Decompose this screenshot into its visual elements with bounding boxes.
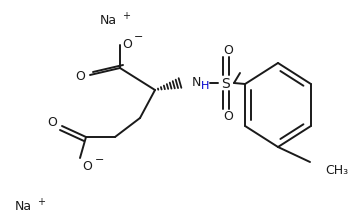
Text: +: + [122, 11, 130, 21]
Text: N: N [192, 76, 201, 90]
Text: Na: Na [100, 14, 117, 27]
Text: −: − [95, 155, 104, 165]
Text: +: + [37, 197, 45, 207]
Text: O: O [75, 71, 85, 83]
Text: O: O [122, 39, 132, 51]
Text: O: O [47, 117, 57, 129]
Text: O: O [223, 44, 233, 58]
Text: CH₃: CH₃ [325, 164, 348, 177]
Text: Na: Na [15, 200, 32, 213]
Text: O: O [82, 159, 92, 173]
Text: S: S [222, 77, 230, 91]
Text: −: − [134, 32, 144, 42]
Text: H: H [201, 81, 209, 91]
Text: O: O [223, 110, 233, 122]
